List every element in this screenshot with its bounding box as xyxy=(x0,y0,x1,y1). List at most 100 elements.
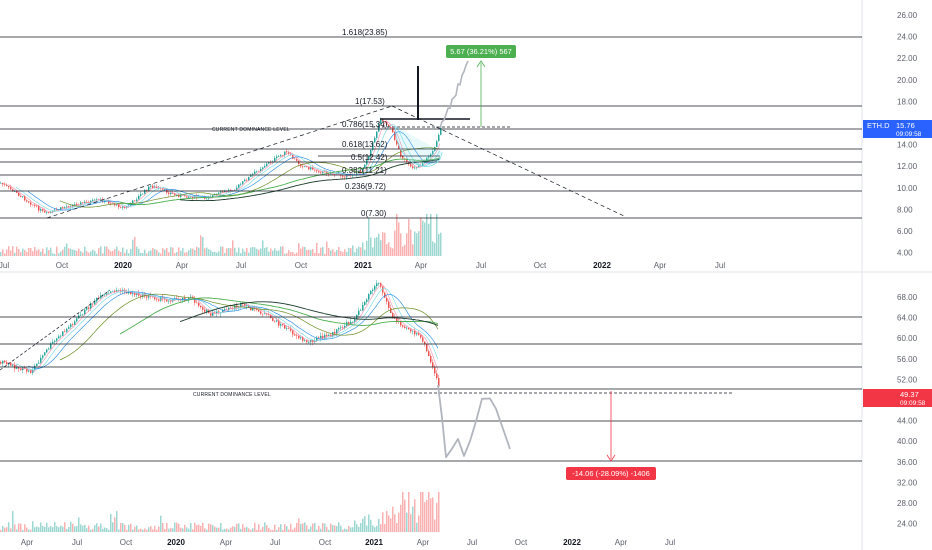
volume-bar xyxy=(194,522,196,532)
volume-bar xyxy=(96,253,98,256)
volume-bar xyxy=(262,240,264,256)
volume-bar xyxy=(42,248,44,256)
bottom-time-axis[interactable]: Apr Jul Oct 2020 Apr Jul Oct 2021 Apr Jul Oct 2022 A… xyxy=(21,538,676,547)
moving-average-line xyxy=(59,293,439,361)
bottom-price-axis[interactable]: 68.0064.0060.0056.0052.0048.0044.0040.00… xyxy=(897,293,918,529)
candle-body xyxy=(108,201,110,204)
candle-body xyxy=(410,164,412,167)
candle-body xyxy=(312,167,314,170)
candle-body xyxy=(378,283,380,284)
candle-body xyxy=(118,290,120,291)
top-price-tick: 20.00 xyxy=(897,76,918,85)
loss-measure-badge[interactable] xyxy=(566,467,656,480)
candle-body xyxy=(4,184,6,185)
volume-bar xyxy=(336,249,338,256)
candle-body xyxy=(300,337,302,339)
fibonacci-retracement[interactable]: 1.618(23.85) 1(17.53) 0.786(15.34) 0.618… xyxy=(0,28,862,219)
bottom-price-tick: 56.00 xyxy=(897,355,918,364)
volume-bar xyxy=(432,497,434,532)
volume-bar xyxy=(398,512,400,532)
candle-body xyxy=(76,318,78,322)
volume-bar xyxy=(264,522,266,532)
loss-arrow-head xyxy=(606,454,616,462)
volume-bar xyxy=(198,247,200,256)
volume-bar xyxy=(26,527,28,532)
volume-bar xyxy=(332,249,334,256)
volume-bar xyxy=(78,517,80,532)
candle-body xyxy=(416,167,418,168)
candle-body xyxy=(38,362,40,364)
volume-bar xyxy=(82,252,84,256)
volume-bar xyxy=(156,529,158,532)
dashed-trendline-down[interactable] xyxy=(391,105,625,217)
volume-bar xyxy=(204,248,206,256)
volume-bar xyxy=(230,527,232,532)
volume-bar xyxy=(388,242,390,256)
volume-bar xyxy=(276,529,278,532)
volume-bar xyxy=(182,528,184,532)
top-time-tick: Oct xyxy=(56,261,69,270)
volume-bar xyxy=(210,524,212,532)
bottom-horizontal-levels[interactable] xyxy=(0,316,862,462)
gain-measure-badge[interactable] xyxy=(446,45,516,58)
volume-bar xyxy=(18,249,20,256)
volume-bar xyxy=(6,527,8,532)
candle-body xyxy=(344,176,346,178)
volume-bar xyxy=(152,248,154,256)
moving-average-line xyxy=(59,147,441,208)
volume-bar xyxy=(188,528,190,532)
candle-body xyxy=(392,313,394,318)
candle-body xyxy=(370,149,372,156)
volume-bar xyxy=(56,246,58,256)
cup-pattern-shape[interactable] xyxy=(394,125,443,167)
volume-bar xyxy=(322,522,324,532)
volume-bar xyxy=(36,250,38,256)
bottom-projection-path[interactable] xyxy=(437,384,511,459)
bottom-plot-area[interactable] xyxy=(0,275,862,533)
volume-bar xyxy=(360,247,362,256)
volume-bar xyxy=(330,250,332,256)
candle-body xyxy=(42,355,44,358)
volume-bar xyxy=(40,522,42,532)
bottom-time-tick: Jul xyxy=(467,538,477,547)
volume-bar xyxy=(102,528,104,532)
candle-body xyxy=(384,292,386,298)
candle-body xyxy=(316,337,318,341)
candle-body xyxy=(422,337,424,342)
volume-bar xyxy=(142,529,144,532)
candle-body xyxy=(4,360,6,363)
top-last-price-tag[interactable] xyxy=(863,120,932,138)
volume-bar xyxy=(284,253,286,256)
volume-bar xyxy=(266,525,268,532)
volume-bar xyxy=(178,523,180,532)
dashed-trendline-up[interactable] xyxy=(46,105,393,219)
candle-body xyxy=(302,337,304,341)
volume-bar xyxy=(20,523,22,532)
volume-bar xyxy=(414,231,416,256)
volume-bar xyxy=(120,252,122,256)
candle-body xyxy=(380,119,382,125)
volume-bar xyxy=(264,247,266,256)
candle-body xyxy=(16,367,18,369)
candle-body xyxy=(420,334,422,338)
top-time-tick: Jul xyxy=(715,261,725,270)
volume-bar xyxy=(78,248,80,256)
top-projection-path[interactable] xyxy=(439,60,469,129)
candle-body xyxy=(318,171,320,173)
volume-bar xyxy=(334,252,336,256)
volume-bar xyxy=(126,249,128,256)
top-time-axis[interactable]: Jul Oct 2020 Apr Jul Oct 2021 Apr Jul Oct 2022 Apr J… xyxy=(0,261,725,270)
volume-bar xyxy=(210,250,212,256)
bottom-volume-histogram xyxy=(0,492,440,532)
dashed-trendline-bottom[interactable] xyxy=(0,289,111,371)
candle-body xyxy=(136,293,138,295)
bottom-last-price-tag[interactable] xyxy=(863,389,932,407)
candle-body xyxy=(56,338,58,341)
candle-body xyxy=(120,207,122,208)
gain-measure-text: 5.67 (36.21%) 567 xyxy=(450,47,512,56)
candle-body xyxy=(216,193,218,195)
top-time-tick: 2020 xyxy=(114,261,132,270)
candle-body xyxy=(330,173,332,175)
